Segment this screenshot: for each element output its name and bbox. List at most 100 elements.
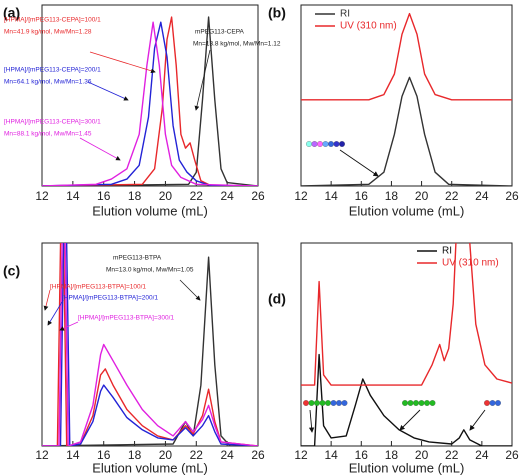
annotation-arrow: [47, 301, 63, 326]
trace: [42, 243, 258, 446]
legend-label: UV (310 nm): [442, 258, 499, 269]
trace: [42, 16, 258, 186]
trace: [42, 21, 258, 186]
series-group: [301, 12, 512, 186]
bead-arrow: [399, 409, 421, 431]
trace: [42, 16, 258, 186]
x-tick-label: 24: [475, 189, 489, 203]
annotation: [HPMA]/[mPEG113-CEPA]=200/1: [4, 67, 101, 74]
bead: [489, 400, 496, 406]
panel-label: (a): [3, 5, 20, 21]
x-tick-label: 26: [251, 189, 265, 203]
bead: [495, 400, 501, 406]
plot-frame: [41, 242, 259, 447]
x-tick-label: 18: [128, 448, 142, 462]
bead: [407, 400, 414, 406]
bead: [317, 141, 323, 147]
annotation-arrow: [79, 137, 121, 161]
x-tick-label: 18: [385, 189, 399, 203]
annotation-arrow: [43, 289, 51, 311]
x-tick-label: 14: [324, 448, 338, 462]
annotation-arrow: [194, 49, 211, 111]
bead: [341, 400, 348, 406]
x-tick-label: 26: [505, 189, 519, 203]
annotation: Mn=88.1 kg/mol, Mw/Mn=1.45: [4, 131, 92, 138]
x-tick-label: 16: [97, 448, 111, 462]
x-tick-label: 18: [128, 189, 142, 203]
annotation-arrow: [89, 51, 156, 74]
x-tick-label: 22: [190, 448, 204, 462]
annotation: Mn=41.9 kg/mol, Mw/Mn=1.28: [4, 29, 92, 36]
x-tick-label: 16: [355, 448, 369, 462]
bead: [333, 141, 340, 147]
annotation: [HPMA]/[mPEG113-BTPA]=100/1: [50, 284, 146, 291]
x-tick-label: 22: [445, 189, 459, 203]
x-tick-label: 24: [475, 448, 489, 462]
x-axis-label: Elution volume (mL): [349, 203, 465, 218]
bead: [314, 400, 320, 406]
legend-label: UV (310 nm): [340, 21, 397, 32]
annotation: Mn=13.8 kg/mol, Mw/Mn=1.12: [193, 41, 281, 48]
bead: [306, 141, 312, 147]
x-tick-label: 22: [445, 448, 459, 462]
trace: [301, 243, 512, 386]
x-tick-label: 12: [35, 448, 49, 462]
bead: [424, 400, 430, 406]
legend-label: RI: [340, 9, 350, 20]
x-axis-label: Elution volume (mL): [92, 203, 208, 218]
annotation: Mn=13.0 kg/mol, Mw/Mn=1.05: [106, 267, 194, 274]
x-tick-label: 12: [294, 448, 308, 462]
annotation: [HPMA]/[mPEG113-BTPA]=300/1: [78, 315, 174, 322]
bead: [484, 400, 490, 406]
x-tick-label: 24: [220, 448, 234, 462]
bead: [303, 400, 309, 406]
x-tick-label: 20: [415, 189, 429, 203]
annotation-arrow: [59, 321, 79, 331]
x-tick-label: 12: [35, 189, 49, 203]
trace: [301, 12, 512, 101]
panel-label: (d): [268, 291, 286, 307]
bead: [308, 400, 315, 406]
bead: [418, 400, 425, 406]
x-tick-label: 14: [324, 189, 338, 203]
x-tick-label: 24: [220, 189, 234, 203]
annotation: mPEG113-CEPA: [195, 29, 245, 36]
trace: [301, 353, 512, 446]
x-tick-label: 26: [251, 448, 265, 462]
panel-label: (b): [268, 5, 286, 21]
annotation-arrow: [87, 81, 129, 101]
x-tick-label: 16: [97, 189, 111, 203]
plot-frame: [300, 242, 513, 447]
bead: [319, 400, 326, 406]
annotation-arrow: [179, 279, 201, 301]
series-group: [42, 243, 258, 446]
bead-arrow: [339, 149, 379, 177]
x-axis-label: Elution volume (mL): [349, 460, 465, 475]
bead: [402, 400, 408, 406]
series-group: [42, 16, 258, 186]
x-axis-label: Elution volume (mL): [92, 460, 208, 475]
x-tick-label: 14: [66, 189, 80, 203]
x-tick-label: 18: [385, 448, 399, 462]
trace: [301, 76, 512, 186]
annotation: Mn=64.1 kg/mol, Mw/Mn=1.36: [4, 79, 92, 86]
trace: [42, 243, 258, 446]
x-tick-label: 22: [190, 189, 204, 203]
x-tick-label: 16: [355, 189, 369, 203]
annotation: [HPMA]/[mPEG113-CEPA]=100/1: [4, 17, 101, 24]
bead: [413, 400, 419, 406]
bead: [336, 400, 342, 406]
annotation: [HPMA]/[mPEG113-BTPA]=200/1: [62, 295, 158, 302]
trace: [42, 21, 258, 186]
annotation: [HPMA]/[mPEG113-CEPA]=300/1: [4, 119, 101, 126]
bead: [328, 141, 334, 147]
x-tick-label: 20: [159, 189, 173, 203]
legend-label: RI: [442, 246, 452, 257]
x-tick-label: 20: [415, 448, 429, 462]
plot-frame: [41, 4, 259, 187]
bead: [339, 141, 345, 147]
bead: [325, 400, 331, 406]
panel-label: (c): [3, 263, 20, 279]
bead: [311, 141, 318, 147]
bead: [330, 400, 337, 406]
